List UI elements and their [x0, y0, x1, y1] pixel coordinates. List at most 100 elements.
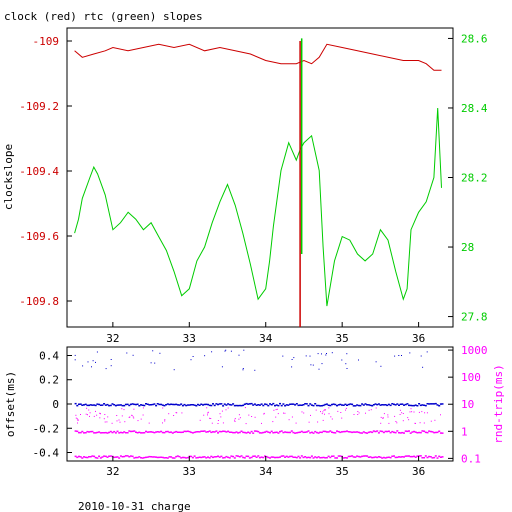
bottom-mark [91, 455, 94, 457]
bottom-mark [436, 404, 439, 406]
bottom-mark [116, 430, 119, 433]
bottom-mark [116, 456, 119, 458]
bottom-xtick-label: 34 [259, 465, 273, 478]
bottom-mark [272, 432, 275, 434]
bottom-mark [365, 412, 366, 414]
bottom-mark [126, 432, 129, 434]
bottom-mark [79, 403, 82, 405]
bottom-mark [123, 409, 125, 411]
bottom-mark [98, 455, 101, 457]
bottom-mark [118, 419, 120, 421]
bottom-mark [322, 404, 325, 407]
bottom-mark [406, 455, 409, 457]
bottom-mark [243, 349, 245, 351]
top-series-line-0 [74, 43, 442, 71]
bottom-mark [190, 455, 193, 458]
bottom-mark [119, 431, 122, 434]
bottom-mark [238, 418, 240, 420]
bottom-mark [372, 404, 375, 406]
bottom-mark [160, 403, 163, 406]
bottom-mark [212, 456, 214, 459]
bottom-mark [253, 403, 256, 405]
bottom-mark [395, 421, 397, 422]
bottom-mark [317, 404, 320, 407]
bottom-mark [386, 404, 389, 407]
bottom-mark [161, 431, 164, 434]
bottom-mark [441, 432, 444, 434]
bottom-mark [93, 432, 96, 434]
bottom-mark [310, 404, 313, 406]
bottom-mark [91, 366, 92, 368]
bottom-mark [324, 413, 325, 415]
bottom-mark [439, 432, 442, 434]
bottom-mark [424, 404, 427, 407]
bottom-mark [419, 455, 422, 457]
bottom-mark [248, 457, 251, 459]
bottom-mark [121, 456, 124, 458]
top-panel: 32 33 34 35 36 -109-109.2-109.4-109.6-109.8 … [2, 27, 488, 345]
bottom-mark [101, 404, 104, 406]
bottom-mark [200, 403, 203, 405]
bottom-mark [129, 455, 132, 457]
bottom-mark [247, 403, 250, 405]
bottom-yleft-tick-label: 0 [52, 398, 59, 411]
bottom-mark [95, 361, 96, 363]
bottom-mark [133, 408, 135, 410]
bottom-mark [126, 455, 129, 457]
bottom-mark [332, 431, 335, 434]
bottom-mark [213, 456, 216, 458]
bottom-mark [436, 431, 439, 434]
bottom-mark [388, 422, 390, 424]
bottom-mark [291, 366, 293, 368]
bottom-mark [394, 431, 397, 434]
bottom-mark [121, 432, 124, 434]
bottom-mark [386, 456, 389, 459]
bottom-mark [424, 412, 426, 414]
bottom-mark [357, 411, 359, 412]
top-xtick-label: 32 [106, 332, 119, 345]
bottom-mark [238, 431, 241, 434]
bottom-mark [406, 403, 409, 405]
bottom-mark [394, 404, 397, 406]
bottom-xtick-label: 32 [106, 465, 119, 478]
bottom-mark [407, 417, 409, 419]
bottom-mark [310, 431, 313, 434]
bottom-mark [297, 431, 300, 434]
bottom-mark [419, 431, 422, 434]
bottom-mark [377, 432, 380, 434]
bottom-mark [247, 431, 250, 433]
bottom-mark [295, 456, 298, 459]
bottom-mark [158, 431, 161, 433]
bottom-mark [418, 431, 421, 434]
bottom-mark [272, 421, 274, 423]
bottom-mark [180, 403, 183, 405]
bottom-yright-tick-label: 1 [461, 425, 468, 438]
bottom-mark [275, 431, 278, 433]
bottom-mark [195, 405, 198, 407]
bottom-mark [282, 403, 285, 405]
bottom-mark [103, 418, 105, 420]
bottom-mark [341, 431, 343, 433]
bottom-mark [244, 407, 246, 409]
bottom-mark [322, 419, 324, 421]
bottom-mark [334, 432, 337, 434]
bottom-mark [317, 421, 319, 423]
bottom-mark [234, 421, 236, 422]
bottom-mark [200, 430, 203, 432]
bottom-mark [224, 350, 226, 352]
bottom-mark [374, 403, 377, 405]
bottom-mark [294, 432, 297, 434]
bottom-mark [113, 456, 116, 459]
bottom-mark [310, 414, 311, 416]
bottom-mark [178, 404, 181, 406]
bottom-mark [230, 404, 233, 406]
bottom-mark [119, 421, 121, 423]
bottom-mark [207, 414, 208, 416]
bottom-mark [235, 404, 238, 407]
bottom-mark [414, 456, 417, 458]
bottom-mark [170, 431, 173, 433]
bottom-mark [411, 404, 414, 407]
bottom-mark [77, 419, 79, 421]
bottom-mark [341, 404, 343, 406]
bottom-mark [233, 404, 236, 407]
